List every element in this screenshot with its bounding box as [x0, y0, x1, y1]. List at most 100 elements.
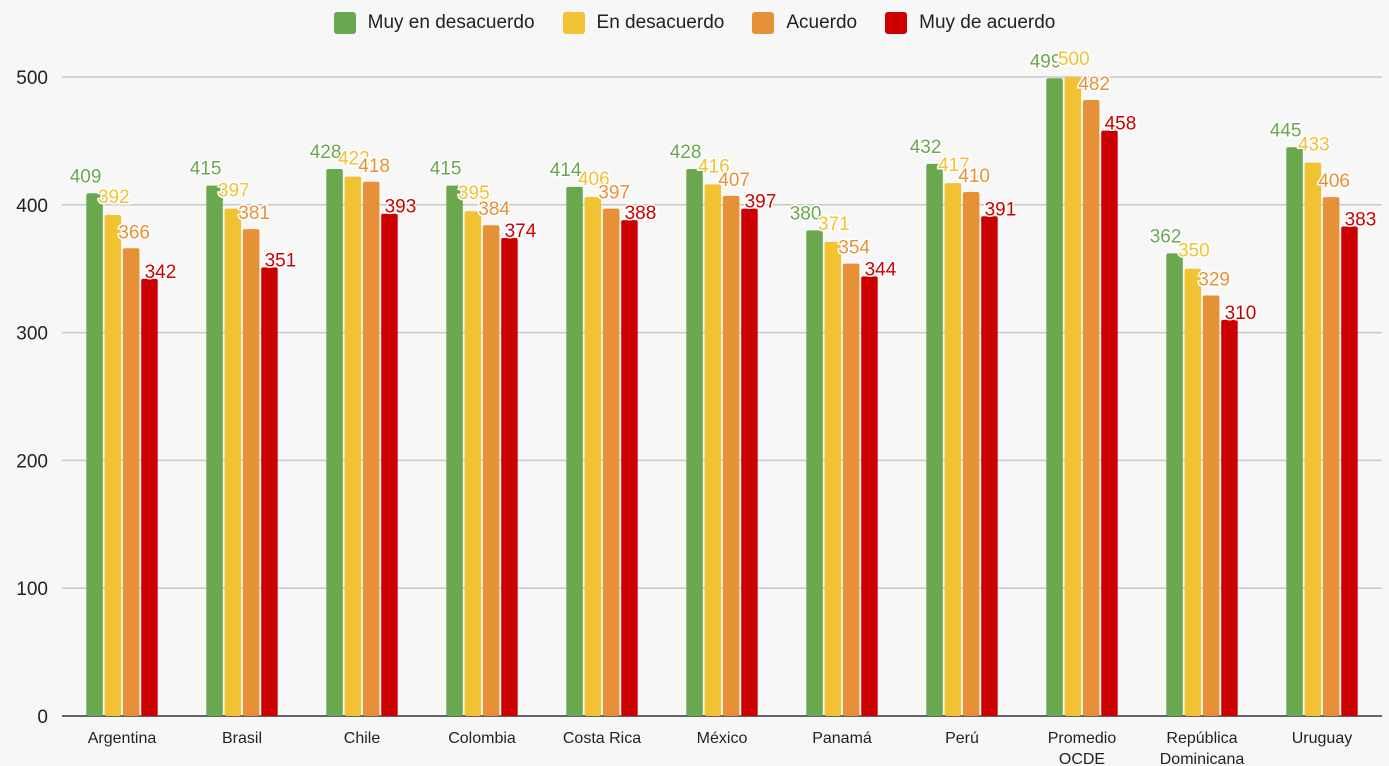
- data-label: 458: [1105, 114, 1137, 135]
- data-label: 329: [1198, 270, 1230, 291]
- bar: [981, 216, 998, 716]
- bar: [206, 185, 223, 716]
- data-label: 381: [238, 203, 270, 224]
- x-tick-label: Costa Rica: [563, 730, 641, 747]
- data-label: 380: [790, 203, 822, 224]
- data-label: 407: [718, 170, 750, 191]
- data-label: 395: [458, 183, 490, 204]
- data-label: 310: [1225, 303, 1257, 324]
- data-label: 406: [578, 169, 610, 190]
- bar: [741, 208, 758, 716]
- bar: [602, 208, 620, 716]
- x-tick-label: Perú: [945, 730, 979, 747]
- bar: [1082, 100, 1100, 716]
- bar: [141, 278, 158, 716]
- legend-item[interactable]: En desacuerdo: [562, 12, 725, 34]
- data-label: 482: [1078, 74, 1110, 95]
- bar: [621, 220, 638, 717]
- data-label: 388: [625, 203, 657, 224]
- y-tick-label: 100: [16, 579, 48, 600]
- bar: [464, 211, 482, 716]
- data-label: 428: [670, 142, 702, 163]
- bar: [122, 248, 140, 716]
- bar: [686, 169, 703, 717]
- bar: [566, 186, 583, 716]
- bar: [104, 215, 122, 717]
- bar: [842, 263, 860, 716]
- data-label: 362: [1150, 226, 1182, 247]
- data-label: 422: [338, 149, 370, 170]
- legend-swatch: [752, 12, 775, 34]
- x-tick-label: OCDE: [1059, 751, 1105, 766]
- data-label: 374: [505, 221, 537, 242]
- bar: [1046, 78, 1063, 716]
- bar: [1221, 319, 1238, 716]
- data-label: 351: [265, 250, 297, 271]
- data-label: 409: [70, 166, 102, 187]
- bar: [926, 163, 943, 717]
- data-label: 500: [1058, 49, 1090, 70]
- bar: [1202, 295, 1220, 716]
- legend-swatch: [885, 12, 908, 34]
- bar: [224, 208, 242, 716]
- bar: [381, 213, 398, 716]
- data-label: 415: [190, 159, 222, 180]
- data-label: 410: [958, 166, 990, 187]
- legend-swatch: [333, 12, 356, 34]
- bar: [861, 276, 878, 716]
- legend-item[interactable]: Muy en desacuerdo: [333, 12, 535, 34]
- bar: [446, 185, 463, 716]
- data-label: 406: [1318, 171, 1350, 192]
- bar: [944, 183, 962, 717]
- bar: [1064, 77, 1082, 716]
- legend-item[interactable]: Muy de acuerdo: [885, 12, 1055, 34]
- bar: [1304, 162, 1322, 717]
- legend-item[interactable]: Acuerdo: [752, 12, 857, 34]
- data-label: 432: [910, 137, 942, 158]
- data-label: 350: [1178, 241, 1210, 262]
- bar: [584, 197, 602, 716]
- bar: [1166, 253, 1183, 716]
- data-label: 342: [145, 262, 177, 283]
- data-label: 428: [310, 142, 342, 163]
- bar: [326, 169, 343, 717]
- data-label: 366: [118, 222, 150, 243]
- x-tick-label: Chile: [344, 730, 381, 747]
- x-tick-label: Panamá: [812, 730, 872, 747]
- bar: [86, 193, 103, 717]
- x-tick-label: Dominicana: [1160, 751, 1245, 766]
- y-tick-label: 500: [16, 68, 48, 89]
- y-tick-label: 400: [16, 196, 48, 217]
- data-label: 371: [818, 214, 850, 235]
- bar: [824, 241, 842, 716]
- legend-label: En desacuerdo: [596, 12, 725, 33]
- bar: [722, 195, 740, 716]
- bar: [1184, 268, 1202, 716]
- chart-legend: Muy en desacuerdo En desacuerdo Acuerdo Muy…: [0, 12, 1389, 34]
- y-tick-label: 0: [37, 707, 48, 728]
- data-label: 414: [550, 160, 582, 181]
- bar: [704, 184, 722, 717]
- data-label: 397: [745, 192, 777, 213]
- bar: [242, 229, 260, 716]
- x-tick-label: México: [697, 730, 748, 747]
- data-label: 354: [838, 238, 870, 259]
- data-label: 415: [430, 159, 462, 180]
- bar: [806, 230, 823, 717]
- x-tick-label: Colombia: [448, 730, 516, 747]
- legend-label: Muy en desacuerdo: [367, 12, 535, 33]
- y-tick-label: 300: [16, 324, 48, 345]
- data-label: 393: [385, 197, 417, 218]
- data-label: 433: [1298, 135, 1330, 156]
- data-label: 383: [1345, 210, 1377, 231]
- bar: [261, 267, 278, 716]
- data-label: 417: [938, 155, 970, 176]
- legend-swatch: [562, 12, 585, 34]
- data-label: 397: [218, 181, 250, 202]
- bar: [501, 238, 518, 716]
- legend-label: Acuerdo: [786, 12, 858, 33]
- x-tick-label: República: [1166, 730, 1237, 747]
- legend-label: Muy de acuerdo: [919, 12, 1056, 33]
